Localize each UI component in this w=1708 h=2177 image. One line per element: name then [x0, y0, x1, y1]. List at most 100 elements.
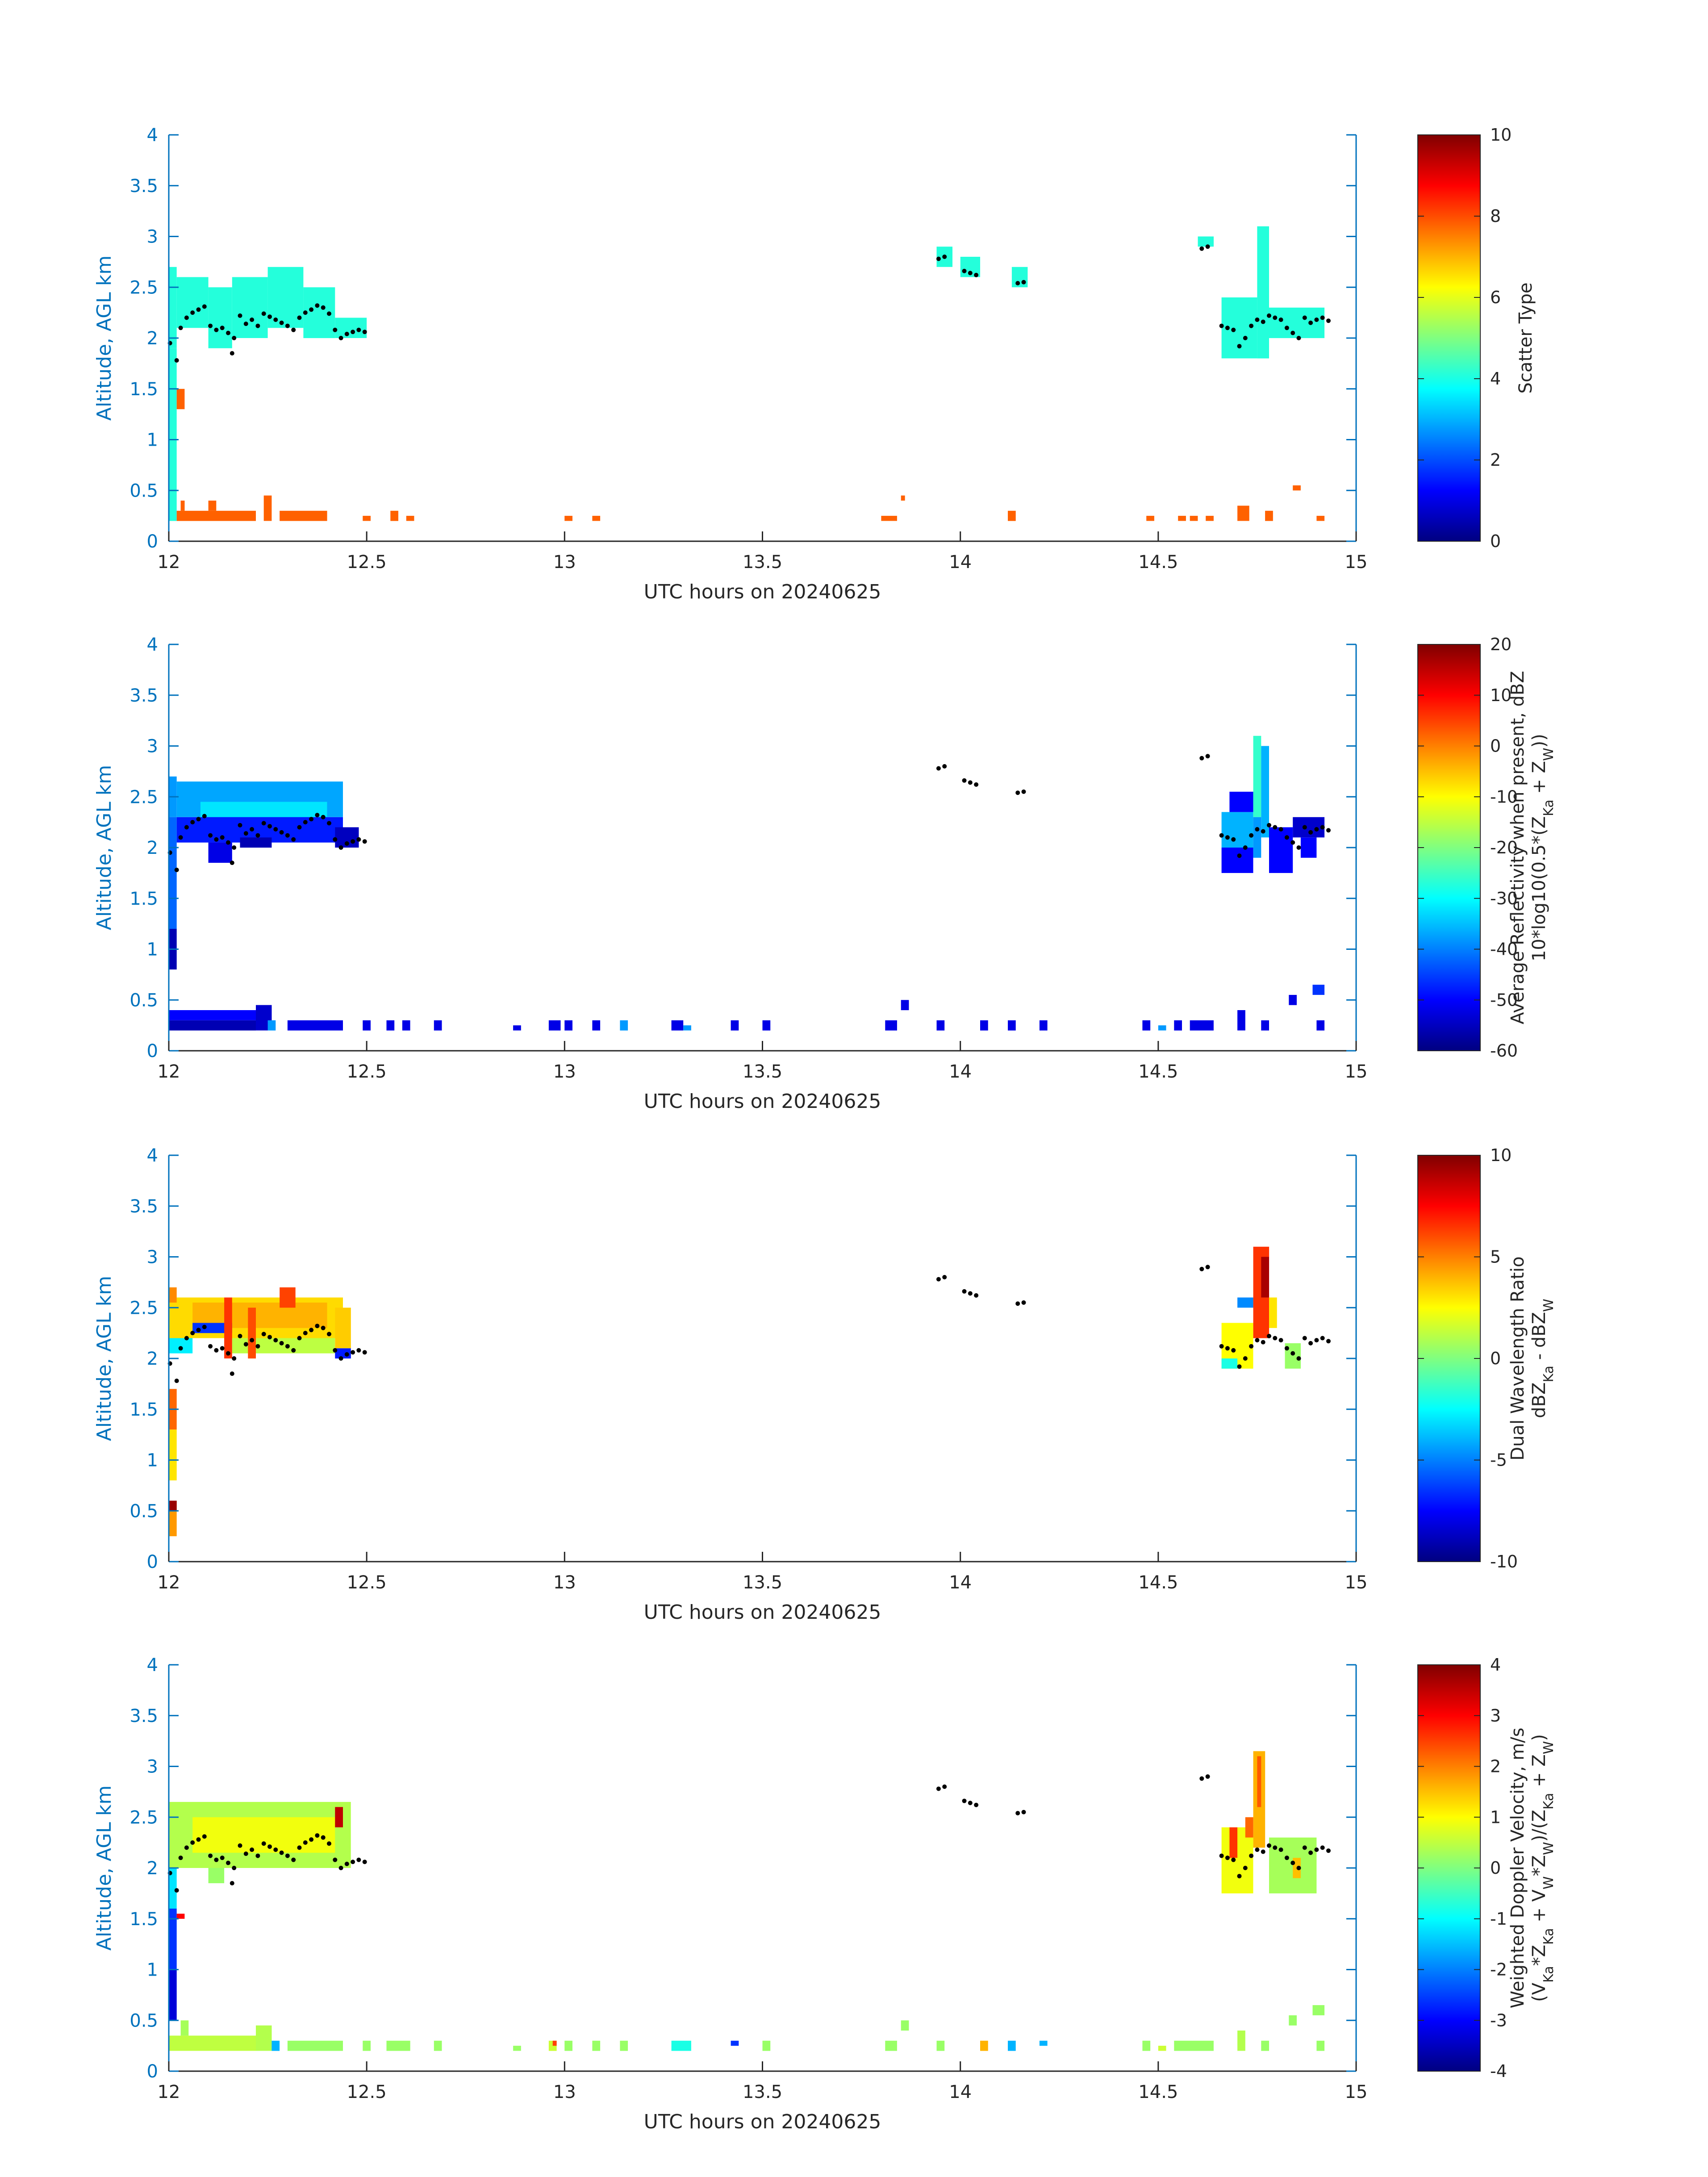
cloud-base-dot: [333, 327, 338, 332]
cloud-base-dot: [309, 307, 314, 312]
heatmap-cell: [1221, 812, 1253, 848]
heatmap-cell: [1269, 307, 1325, 338]
heatmap-cell: [885, 2040, 897, 2051]
heatmap-cell: [1257, 1756, 1261, 1807]
cloud-base-dot: [309, 817, 314, 822]
colorbar-gradient: [1417, 1664, 1481, 2072]
heatmap-cell: [1142, 1020, 1151, 1031]
cloud-base-dot: [1273, 1845, 1278, 1850]
cloud-base-dot: [174, 1888, 179, 1893]
cloud-base-dot: [230, 861, 234, 865]
cloud-base-dot: [309, 1328, 314, 1333]
heatmap-cell: [881, 516, 897, 521]
cloud-base-dot: [202, 1325, 207, 1329]
colorbar-tick-label: 1: [1490, 1807, 1501, 1827]
heatmap-cell: [169, 348, 177, 521]
y-tick-label: 1: [147, 1450, 158, 1471]
cloud-base-dot: [1326, 318, 1331, 323]
heatmap-cell: [564, 2040, 572, 2051]
heatmap-cell: [1146, 516, 1154, 521]
heatmap-cell: [169, 1969, 177, 2021]
cloud-base-dot: [333, 1857, 338, 1862]
x-tick-label: 13: [553, 1061, 576, 1082]
cloud-base-dot: [208, 1344, 213, 1349]
y-tick-label: 0.5: [129, 990, 158, 1011]
heatmap-cell: [169, 1429, 177, 1481]
cloud-base-dot: [315, 1324, 320, 1329]
cloud-base-dot: [344, 1861, 349, 1866]
cloud-base-dot: [226, 1351, 230, 1356]
cloud-base-dot: [291, 1348, 296, 1353]
cloud-base-dot: [1308, 1850, 1313, 1855]
x-tick-label: 13.5: [743, 1572, 782, 1593]
heatmap-cell: [263, 495, 272, 521]
cloud-base-dot: [267, 314, 272, 319]
cloud-base-dot: [1243, 845, 1248, 850]
cloud-base-dot: [255, 323, 260, 328]
cloud-base-dot: [1243, 1356, 1248, 1361]
colorbar-tick-label: 20: [1490, 635, 1512, 654]
cloud-base-dot: [255, 1853, 260, 1858]
y-tick-label: 0: [147, 1041, 158, 1061]
colorbar: -4 -3 -2 -1 0 1 2 3 4 Weighted Doppler Velocity, …: [1417, 1655, 1557, 2081]
cloud-base-dot: [214, 327, 219, 332]
cloud-base-dot: [1261, 1340, 1265, 1345]
cloud-base-dot: [232, 1356, 237, 1361]
cloud-base-dot: [1320, 1336, 1325, 1341]
cloud-base-dot: [1296, 1356, 1301, 1361]
cloud-base-dot: [1314, 1338, 1319, 1343]
heatmap-cell: [1174, 1020, 1182, 1031]
y-tick-label: 0: [147, 531, 158, 552]
heatmap-cell: [1293, 485, 1301, 491]
cloud-base-dot: [178, 835, 183, 840]
cloud-base-dot: [255, 833, 260, 838]
cloud-base-dot: [285, 1853, 290, 1858]
cloud-base-dot: [1261, 829, 1265, 834]
cloud-base-dots: [167, 244, 1331, 363]
cloud-base-dot: [261, 311, 266, 316]
heatmap-cell: [1312, 985, 1325, 995]
cloud-base-dot: [303, 1331, 308, 1336]
heatmap-cell: [176, 510, 256, 521]
cloud-base-dot: [936, 766, 941, 771]
cloud-base-dot: [250, 827, 255, 832]
colorbar-tick-label: 0: [1490, 736, 1501, 756]
heatmap-cell: [208, 1868, 225, 1884]
cloud-base-dot: [1199, 1266, 1204, 1271]
y-tick-label: 0: [147, 1552, 158, 1572]
cloud-base-dot: [1199, 1776, 1204, 1781]
cloud-base-dot: [202, 1834, 207, 1839]
colorbar-tick-label: -30: [1490, 889, 1518, 908]
cloud-base-dot: [243, 831, 248, 836]
heatmap-cell: [169, 817, 177, 929]
cloud-base-dot: [279, 1850, 284, 1855]
heatmap-cell: [248, 1308, 256, 1359]
cloud-base-dot: [1249, 323, 1254, 328]
cloud-base-dot: [942, 255, 947, 259]
cloud-base-dot: [1015, 1811, 1020, 1816]
y-tick-label: 2: [147, 1349, 158, 1369]
cloud-base-dot: [1015, 790, 1020, 795]
cloud-base-dot: [315, 303, 320, 308]
cloud-base-dot: [297, 825, 302, 830]
colorbar-tick-label: 10: [1490, 125, 1512, 145]
y-tick-label: 2: [147, 1858, 158, 1879]
heatmap-cell: [731, 1020, 739, 1031]
cloud-base-dot: [230, 1881, 234, 1886]
heatmap-cell: [208, 287, 232, 348]
colorbar-tick-label: -50: [1490, 990, 1518, 1010]
x-axis-label: UTC hours on 20240625: [644, 1090, 881, 1113]
cloud-base-dot: [942, 1275, 947, 1279]
heatmap-cell: [1261, 2040, 1269, 2051]
cloud-base-dot: [1314, 1847, 1319, 1852]
cloud-base-dot: [1320, 825, 1325, 830]
cloud-base-dot: [238, 823, 242, 827]
y-tick-label: 4: [147, 1655, 158, 1676]
colorbar-label: Dual Wavelength Ratio: [1508, 1256, 1528, 1460]
y-axis-label: Altitude, AGL km: [93, 1785, 116, 1951]
y-tick-label: 3: [147, 1757, 158, 1777]
cloud-base-dot: [356, 327, 361, 332]
cloud-base-dot: [968, 1291, 973, 1296]
cloud-base-dot: [226, 1860, 230, 1865]
cloud-base-dot: [1199, 756, 1204, 760]
